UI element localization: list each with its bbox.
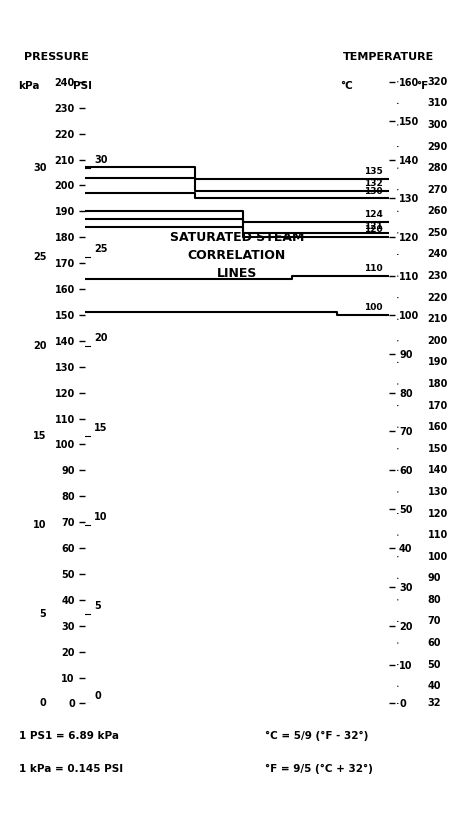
Text: 10: 10 — [33, 520, 46, 530]
Text: 180: 180 — [428, 379, 448, 389]
Text: 90: 90 — [428, 573, 441, 583]
Text: 100: 100 — [428, 551, 448, 562]
Text: 320: 320 — [428, 77, 448, 87]
Text: 80: 80 — [428, 595, 441, 605]
Text: 100: 100 — [364, 303, 383, 312]
Text: 260: 260 — [428, 206, 448, 216]
Text: °F: °F — [416, 81, 428, 91]
Text: 1 kPa = 0.145 PSI: 1 kPa = 0.145 PSI — [19, 764, 123, 774]
Text: °C: °C — [340, 81, 352, 91]
Text: 200: 200 — [428, 336, 448, 346]
Text: 20: 20 — [94, 334, 108, 344]
Text: 290: 290 — [428, 142, 448, 151]
Text: 1 PS1 = 6.89 kPa: 1 PS1 = 6.89 kPa — [19, 731, 119, 741]
Text: 310: 310 — [428, 98, 448, 109]
Text: 135: 135 — [364, 167, 383, 176]
Text: 190: 190 — [428, 357, 448, 367]
Text: 130: 130 — [364, 187, 383, 196]
Text: 60: 60 — [428, 638, 441, 648]
Text: 210: 210 — [428, 314, 448, 324]
Text: 70: 70 — [428, 617, 441, 627]
Text: 30: 30 — [33, 163, 46, 173]
Text: 121: 121 — [364, 222, 383, 231]
Text: 124: 124 — [364, 210, 383, 219]
Text: PRESSURE: PRESSURE — [25, 52, 89, 62]
Text: 150: 150 — [428, 443, 448, 454]
Text: 32: 32 — [428, 699, 441, 708]
Text: 0: 0 — [94, 690, 101, 701]
Text: kPa: kPa — [18, 81, 39, 91]
Text: 25: 25 — [94, 244, 108, 254]
Text: 15: 15 — [94, 423, 108, 433]
Text: 230: 230 — [428, 271, 448, 281]
Text: 20: 20 — [33, 341, 46, 351]
Text: 170: 170 — [428, 401, 448, 411]
Text: 130: 130 — [428, 487, 448, 497]
Text: 110: 110 — [364, 264, 383, 273]
Text: 5: 5 — [40, 609, 46, 619]
Text: 0: 0 — [40, 699, 46, 708]
Text: 50: 50 — [428, 659, 441, 670]
Text: 120: 120 — [364, 226, 383, 235]
Text: 110: 110 — [428, 530, 448, 540]
Text: 15: 15 — [33, 430, 46, 441]
Text: 160: 160 — [428, 422, 448, 432]
Text: 270: 270 — [428, 185, 448, 195]
Text: 300: 300 — [428, 120, 448, 130]
Text: 240: 240 — [428, 249, 448, 259]
Text: PSI: PSI — [73, 81, 92, 91]
Text: 280: 280 — [428, 163, 448, 173]
Text: TEMPERATURE: TEMPERATURE — [343, 52, 434, 62]
Text: 40: 40 — [428, 681, 441, 691]
Text: 30: 30 — [94, 155, 108, 165]
Text: 5: 5 — [94, 601, 101, 611]
Text: 220: 220 — [428, 293, 448, 303]
Text: 140: 140 — [428, 465, 448, 475]
Text: 25: 25 — [33, 252, 46, 262]
Text: 120: 120 — [428, 509, 448, 519]
Text: SATURATED STEAM
CORRELATION
LINES: SATURATED STEAM CORRELATION LINES — [170, 231, 304, 281]
Text: °F = 9/5 (°C + 32°): °F = 9/5 (°C + 32°) — [265, 764, 374, 774]
Text: 250: 250 — [428, 228, 448, 238]
Text: °C = 5/9 (°F - 32°): °C = 5/9 (°F - 32°) — [265, 731, 369, 741]
Text: 10: 10 — [94, 512, 108, 522]
Text: 132: 132 — [364, 179, 383, 188]
